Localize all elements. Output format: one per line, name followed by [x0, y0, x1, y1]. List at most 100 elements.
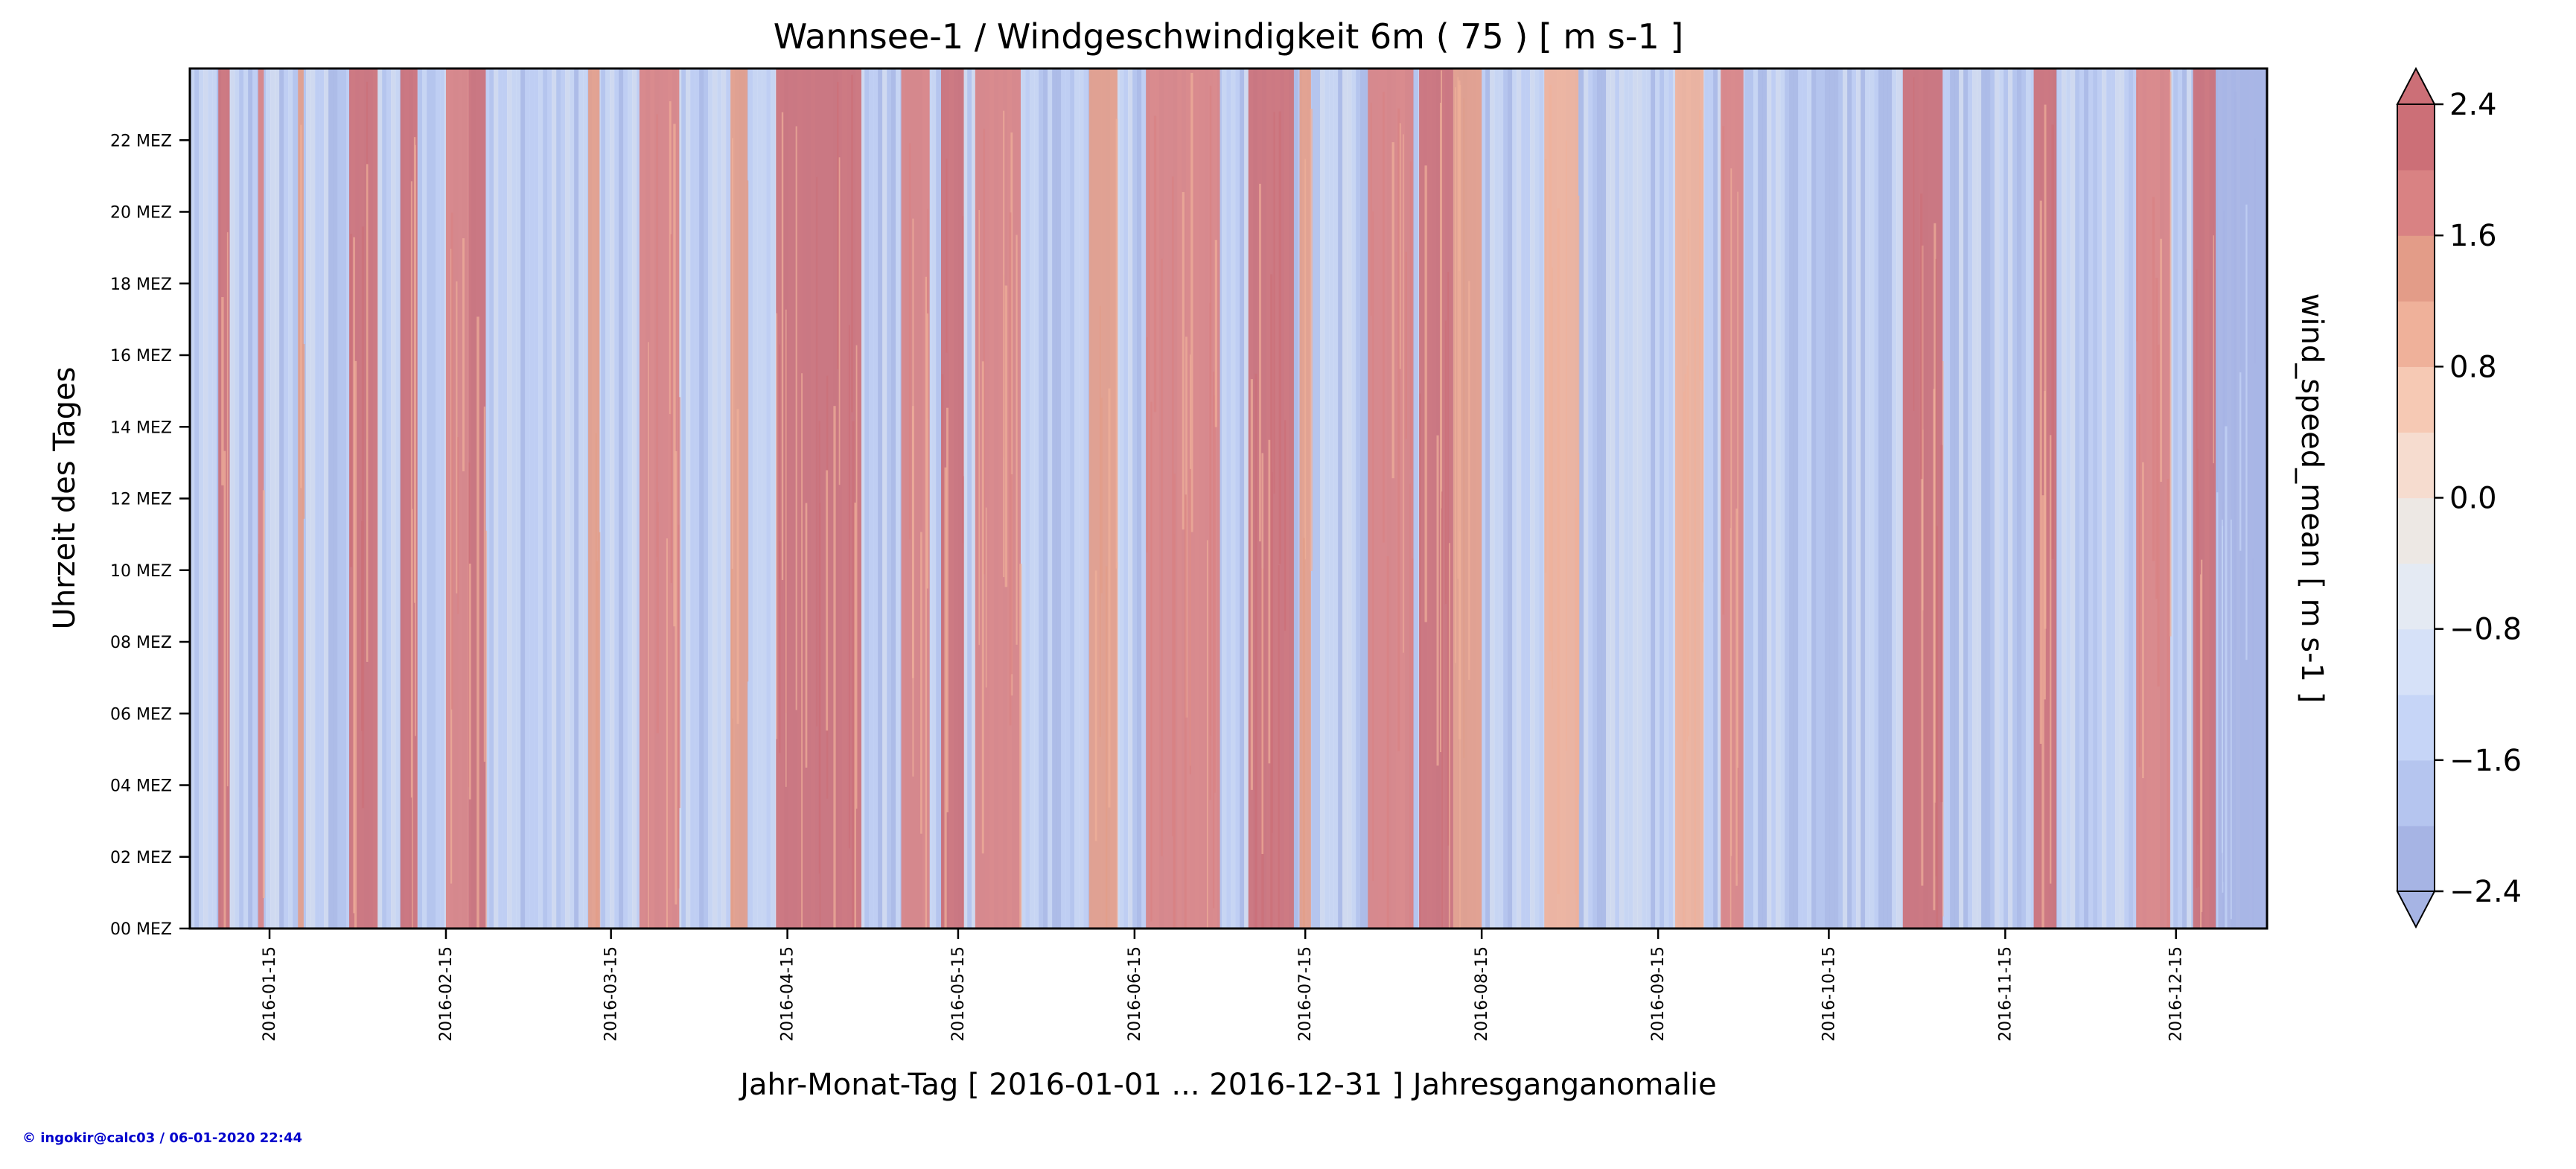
y-axis-label: Uhrzeit des Tages — [48, 367, 82, 630]
anomaly-speckle — [2239, 372, 2242, 551]
texture-stripe — [1762, 69, 1767, 928]
anomaly-speckle — [258, 553, 260, 808]
texture-stripe — [610, 69, 615, 928]
anomaly-speckle — [1439, 102, 1441, 753]
texture-stripe — [1119, 69, 1124, 928]
anomaly-speckle — [1576, 507, 1578, 928]
texture-stripe — [239, 69, 244, 928]
texture-stripe — [2102, 69, 2107, 928]
anomaly-speckle — [1182, 191, 1185, 530]
texture-stripe — [1481, 69, 1486, 928]
texture-stripe — [1030, 69, 1035, 928]
texture-stripe — [2178, 69, 2183, 928]
anomaly-speckle — [848, 325, 850, 849]
texture-stripe — [1061, 69, 1066, 928]
texture-stripe — [712, 69, 718, 928]
texture-stripe — [1852, 69, 1857, 928]
texture-stripe — [1704, 69, 1709, 928]
texture-stripe — [1995, 69, 2000, 928]
x-tick-label: 2016-05-15 — [949, 946, 968, 1042]
anomaly-speckle — [1409, 161, 1412, 470]
anomaly-speckle — [1250, 379, 1253, 790]
anomaly-speckle — [1575, 498, 1577, 895]
anomaly-speckle — [1698, 110, 1702, 380]
anomaly-speckle — [1254, 373, 1257, 928]
anomaly-speckle — [1935, 258, 1937, 876]
anomaly-speckle — [746, 180, 749, 682]
texture-stripe — [891, 69, 896, 928]
anomaly-speckle — [2252, 558, 2254, 928]
texture-stripe — [279, 69, 284, 928]
anomaly-speckle — [2221, 519, 2223, 853]
anomaly-speckle — [1010, 132, 1013, 696]
texture-stripe — [324, 69, 329, 928]
anomaly-speckle — [223, 450, 226, 928]
copyright-notice: © ingokir@calc03 / 06-01-2020 22:44 — [22, 1130, 302, 1146]
texture-stripe — [860, 69, 865, 928]
texture-stripe — [578, 69, 584, 928]
anomaly-speckle — [908, 143, 911, 540]
texture-stripe — [2030, 69, 2035, 928]
y-tick-label: 16 MEZ — [110, 347, 172, 366]
colorbar-tick-label: 0.8 — [2449, 350, 2497, 384]
texture-stripe — [1767, 69, 1772, 928]
texture-stripe — [2012, 69, 2018, 928]
texture-stripe — [1950, 69, 1955, 928]
x-tick-label: 2016-03-15 — [602, 946, 621, 1042]
anomaly-speckle — [670, 234, 672, 583]
texture-stripe — [1025, 69, 1030, 928]
anomaly-speckle — [795, 126, 797, 710]
texture-stripe — [972, 69, 977, 928]
texture-stripe — [1539, 69, 1544, 928]
anomaly-speckle — [2225, 426, 2228, 928]
anomaly-speckle — [1372, 211, 1374, 882]
anomaly-speckle — [962, 216, 964, 544]
anomaly-speckle — [730, 568, 733, 928]
anomaly-speckle — [410, 181, 412, 798]
texture-stripe — [1503, 69, 1508, 928]
anomaly-speckle — [483, 407, 485, 762]
texture-stripe — [717, 69, 722, 928]
anomaly-speckle — [1702, 130, 1704, 582]
texture-stripe — [1593, 69, 1598, 928]
texture-stripe — [614, 69, 619, 928]
anomaly-speckle — [962, 476, 964, 928]
texture-stripe — [1825, 69, 1830, 928]
x-tick-label: 2016-01-15 — [261, 946, 279, 1042]
anomaly-speckle — [656, 502, 659, 733]
texture-stripe — [2017, 69, 2022, 928]
anomaly-speckle — [2152, 197, 2155, 561]
texture-stripe — [1517, 69, 1522, 928]
anomaly-speckle — [262, 490, 265, 899]
texture-stripe — [1883, 69, 1888, 928]
texture-stripe — [293, 69, 298, 928]
anomaly-speckle — [1921, 245, 1924, 886]
texture-stripe — [1074, 69, 1080, 928]
texture-stripe — [306, 69, 311, 928]
anomaly-speckle — [1942, 361, 1944, 917]
anomaly-speckle — [1150, 401, 1152, 922]
anomaly-speckle — [1551, 267, 1553, 689]
texture-stripe — [1320, 69, 1325, 928]
texture-stripe — [1668, 69, 1674, 928]
texture-stripe — [2088, 69, 2094, 928]
texture-stripe — [1959, 69, 1964, 928]
chart-title: Wannsee-1 / Windgeschwindigkeit 6m ( 75 … — [774, 16, 1684, 57]
anomaly-speckle — [1173, 474, 1176, 928]
anomaly-speckle — [1259, 183, 1261, 542]
texture-stripe — [1861, 69, 1866, 928]
anomaly-speckle — [1688, 218, 1689, 736]
anomaly-speckle — [833, 406, 836, 928]
anomaly-speckle — [300, 124, 302, 488]
texture-stripe — [534, 69, 539, 928]
texture-stripe — [1856, 69, 1861, 928]
texture-stripe — [1534, 69, 1540, 928]
anomaly-speckle — [852, 421, 855, 928]
texture-stripe — [1749, 69, 1754, 928]
anomaly-speckle — [1444, 320, 1447, 605]
anomaly-speckle — [1190, 72, 1193, 532]
texture-stripe — [1624, 69, 1629, 928]
anomaly-speckle — [673, 124, 676, 627]
anomaly-speckle — [1010, 474, 1013, 675]
anomaly-band — [1675, 69, 1704, 928]
